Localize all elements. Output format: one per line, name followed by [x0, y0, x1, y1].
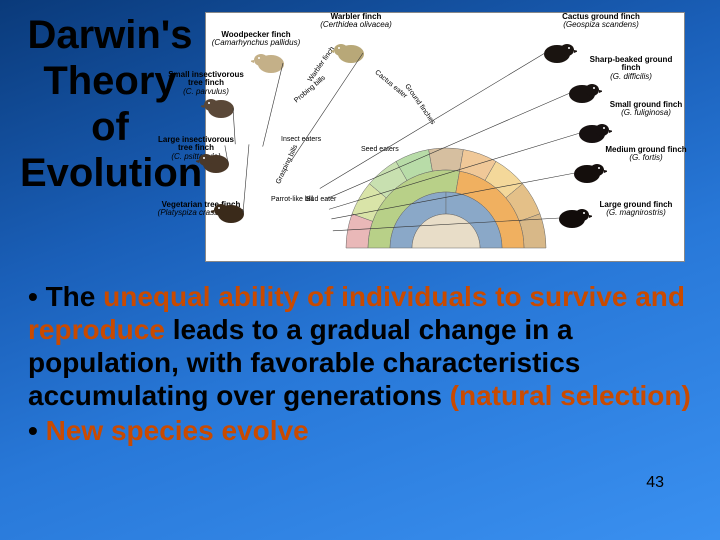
bullet-list: • The unequal ability of individuals to … [28, 280, 692, 447]
inner-label-seed: Seed eaters [361, 146, 399, 153]
finch-label-9: Large ground finch(G. magnirostris) [591, 201, 681, 218]
fan-chart [336, 53, 556, 253]
finch-diagram: Probing billsInsect eatersSeed eatersBud… [205, 12, 685, 262]
finch-label-8: Medium ground finch(G. fortis) [601, 146, 691, 163]
finch-label-1: Woodpecker finch(Camarhynchus pallidus) [211, 31, 301, 48]
bullet-1-pre: • The [28, 281, 103, 312]
bullet-1-hl2: (natural selection) [450, 380, 691, 411]
bullet-2-pre: • [28, 415, 46, 446]
inner-label-grasping: Grasping bills [275, 144, 299, 185]
finch-label-6: Sharp-beaked ground finch(G. difficilis) [586, 56, 676, 81]
bullet-1: • The unequal ability of individuals to … [28, 280, 692, 412]
inner-label-parrot: Parrot-like bill [271, 196, 313, 203]
finch-head-4 [211, 201, 247, 223]
bullet-2: • New species evolve [28, 414, 692, 447]
finch-head-0 [331, 41, 367, 63]
finch-head-2 [201, 96, 237, 118]
finch-label-7: Small ground finch(G. fuliginosa) [601, 101, 691, 118]
finch-label-0: Warbler finch(Certhidea olivacea) [311, 13, 401, 30]
finch-label-5: Cactus ground finch(Geospiza scandens) [556, 13, 646, 30]
slide-number: 43 [646, 474, 664, 492]
finch-head-9 [556, 206, 592, 228]
finch-head-6 [566, 81, 602, 103]
slide-title: Darwin's Theory of Evolution [20, 12, 200, 196]
finch-head-7 [576, 121, 612, 143]
title-line-1: Darwin's [20, 12, 200, 58]
finch-head-1 [251, 51, 287, 73]
finch-label-2: Small insectivorous tree finch(C. parvul… [161, 71, 251, 96]
finch-head-8 [571, 161, 607, 183]
finch-head-5 [541, 41, 577, 63]
inner-label-insect: Insect eaters [281, 136, 321, 143]
bullet-2-hl: New species evolve [46, 415, 309, 446]
finch-head-3 [196, 151, 232, 173]
